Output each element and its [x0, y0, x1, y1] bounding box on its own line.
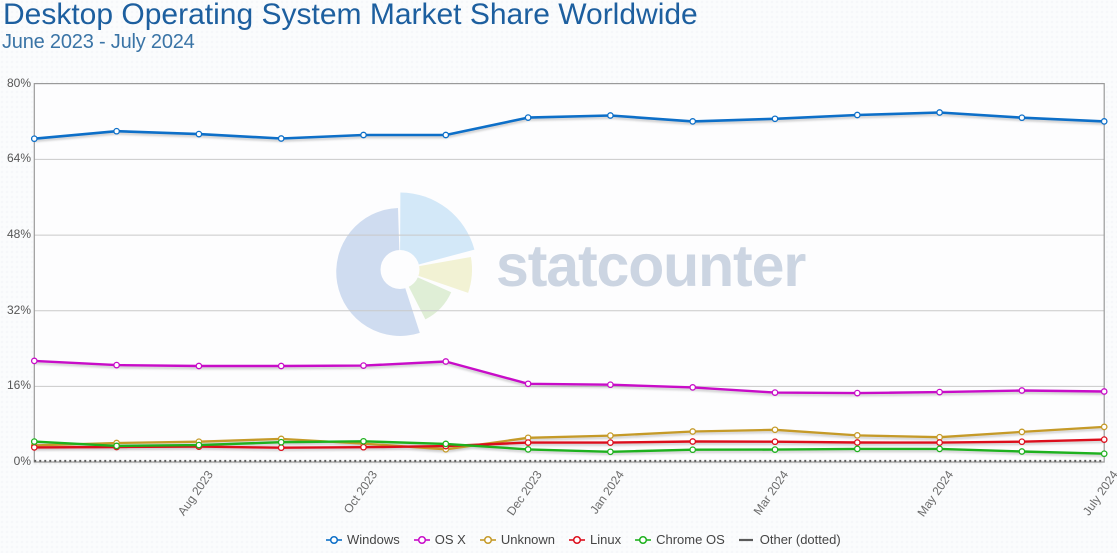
svg-text:statcounter: statcounter [496, 233, 806, 299]
